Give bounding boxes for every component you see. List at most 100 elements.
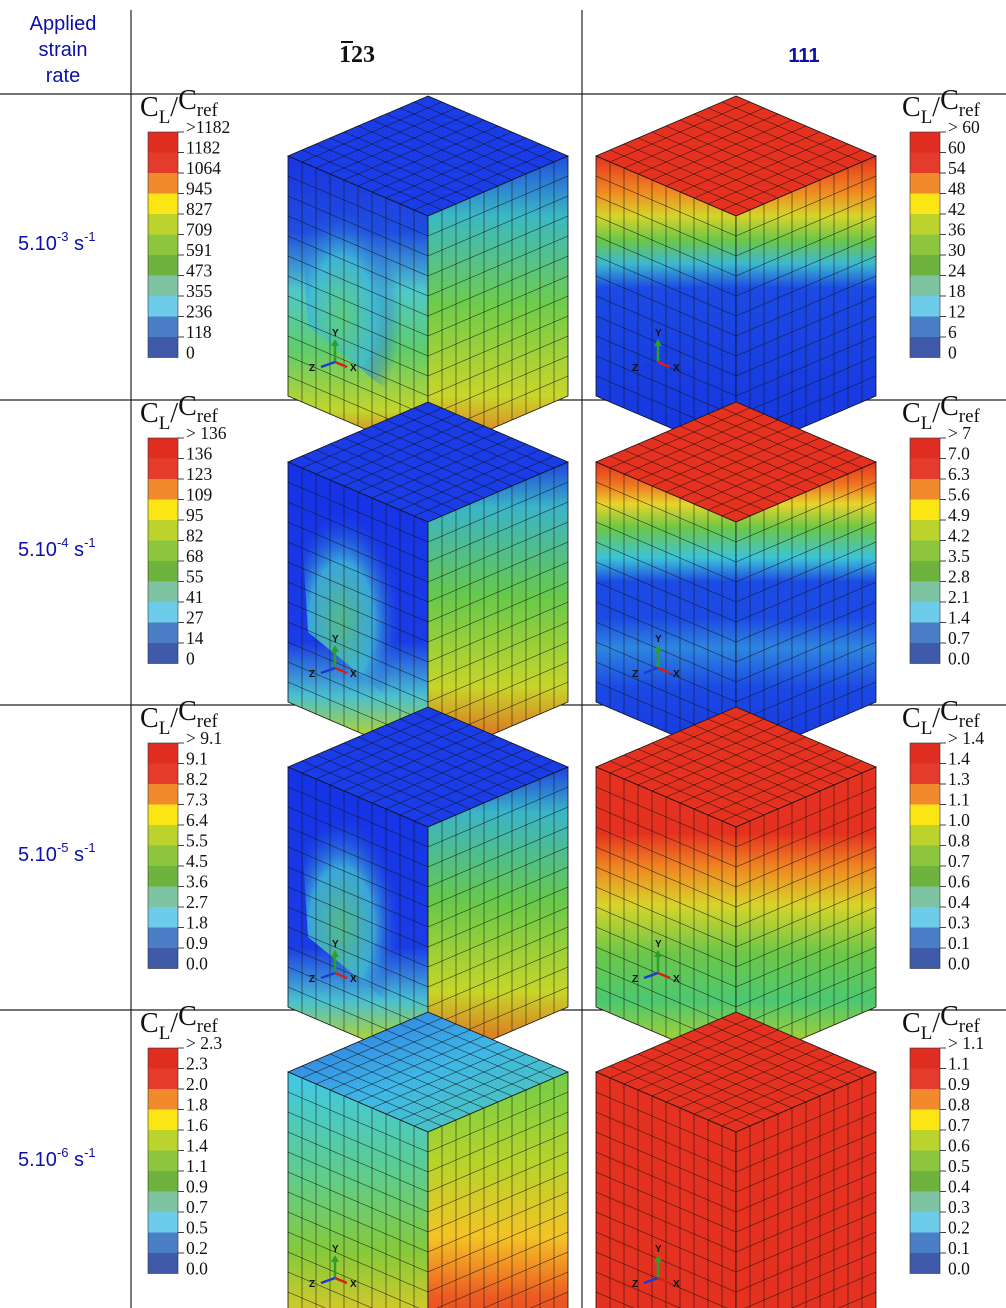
- legend-title: CL/Cref: [140, 85, 219, 128]
- legend-swatch: [910, 438, 940, 459]
- axis-z-label: Z: [309, 363, 315, 374]
- legend-swatch: [148, 193, 178, 214]
- legend-swatch: [910, 540, 940, 561]
- legend-label: 3.5: [948, 546, 970, 566]
- legend-swatch: [910, 275, 940, 296]
- legend-label: 0: [186, 649, 195, 669]
- axis-z-label: Z: [632, 974, 638, 985]
- legend-label: 1064: [186, 158, 221, 178]
- legend-label: 0.0: [948, 954, 970, 974]
- legend-swatch: [910, 193, 940, 214]
- legend-label: 7.3: [186, 790, 208, 810]
- legend-label: 0.9: [186, 933, 208, 953]
- legend-swatch: [148, 561, 178, 582]
- legend-swatch: [148, 438, 178, 459]
- legend-swatch: [148, 743, 178, 764]
- legend-frame: [909, 131, 941, 358]
- axis-z-label: Z: [309, 669, 315, 680]
- legend-swatch: [148, 1191, 178, 1212]
- legend-frame: [147, 131, 179, 358]
- legend-123: CL/Cref>11821182106494582770959147335523…: [140, 85, 230, 363]
- legend-frame: [147, 437, 179, 664]
- legend-label: 1182: [186, 138, 220, 158]
- legend-label: 5.6: [948, 485, 970, 505]
- legend-swatch: [910, 948, 940, 969]
- axis-x-label: X: [350, 363, 357, 374]
- legend-label: 3.6: [186, 872, 208, 892]
- axis-triad: Y Z X: [632, 328, 680, 374]
- cube-111: [594, 706, 878, 1068]
- header-row: Applied strain rate 123 111: [30, 13, 820, 87]
- strain-rate-label: 5.10-3 s-1: [18, 229, 96, 255]
- legend-label: 0.5: [948, 1156, 970, 1176]
- strain-rate-label: 5.10-5 s-1: [18, 840, 96, 866]
- axis-x-label: X: [673, 363, 680, 374]
- legend-label: 1.4: [948, 608, 970, 628]
- legend-label: 2.8: [948, 567, 970, 587]
- legend-swatch: [148, 1253, 178, 1274]
- legend-label: 0: [186, 343, 195, 363]
- legend-swatch: [910, 234, 940, 255]
- legend-swatch: [148, 479, 178, 500]
- legend-label: 24: [948, 261, 966, 281]
- legend-swatch: [910, 499, 940, 520]
- legend-label: 4.5: [186, 851, 208, 871]
- cube-123: [286, 1011, 570, 1308]
- legend-swatch: [910, 602, 940, 623]
- legend-label: 36: [948, 220, 966, 240]
- legend-swatch: [910, 1068, 940, 1089]
- legend-frame: [147, 742, 179, 969]
- axis-triad: Y Z X: [309, 328, 357, 374]
- legend-label: > 7: [948, 423, 971, 443]
- cube-123: [286, 95, 570, 457]
- legend-swatch: [910, 581, 940, 602]
- legend-label: 473: [186, 261, 213, 281]
- axis-z-label: Z: [309, 1279, 315, 1290]
- legend-label: 1.3: [948, 769, 970, 789]
- legend-swatch: [148, 927, 178, 948]
- strain-rate-row: 5.10-5 s-1CL/Cref> 9.19.18.27.36.45.54.5…: [18, 696, 984, 1068]
- axis-x-label: X: [673, 669, 680, 680]
- legend-swatch: [148, 214, 178, 235]
- legend-label: 1.4: [948, 749, 970, 769]
- legend-label: > 136: [186, 423, 227, 443]
- legend-label: 709: [186, 220, 213, 240]
- legend-label: 18: [948, 281, 966, 301]
- legend-swatch: [910, 784, 940, 805]
- axis-z-label: Z: [632, 363, 638, 374]
- axis-triad: Y Z X: [632, 939, 680, 985]
- axis-y-label: Y: [655, 939, 662, 950]
- legend-123: CL/Cref> 2.32.32.01.81.61.41.10.90.70.50…: [140, 1001, 222, 1279]
- legend-label: 2.0: [186, 1074, 208, 1094]
- legend-swatch: [148, 581, 178, 602]
- legend-label: 41: [186, 587, 204, 607]
- legend-label: 7.0: [948, 444, 970, 464]
- legend-label: 12: [948, 302, 966, 322]
- strain-rate-row: 5.10-6 s-1CL/Cref> 2.32.32.01.81.61.41.1…: [18, 1001, 984, 1308]
- legend-label: > 60: [948, 117, 980, 137]
- axis-y-label: Y: [655, 634, 662, 645]
- legend-swatch: [910, 1089, 940, 1110]
- legend-label: 5.5: [186, 831, 208, 851]
- legend-label: > 9.1: [186, 728, 222, 748]
- legend-swatch: [910, 316, 940, 337]
- legend-swatch: [148, 1232, 178, 1253]
- legend-swatch: [148, 845, 178, 866]
- legend-label: 945: [186, 179, 213, 199]
- legend-label: 0.6: [948, 872, 970, 892]
- strain-rate-label: 5.10-4 s-1: [18, 535, 96, 561]
- legend-swatch: [910, 561, 940, 582]
- axis-triad: Y Z X: [632, 1244, 680, 1290]
- legend-label: 9.1: [186, 749, 208, 769]
- legend-label: 1.4: [186, 1136, 208, 1156]
- legend-label: > 2.3: [186, 1033, 222, 1053]
- legend-label: 4.9: [948, 505, 970, 525]
- axis-x-label: X: [350, 1279, 357, 1290]
- legend-label: 0.1: [948, 1238, 970, 1258]
- legend-swatch: [910, 520, 940, 541]
- legend-swatch: [910, 458, 940, 479]
- legend-swatch: [148, 763, 178, 784]
- legend-label: 1.6: [186, 1115, 208, 1135]
- legend-swatch: [910, 1109, 940, 1130]
